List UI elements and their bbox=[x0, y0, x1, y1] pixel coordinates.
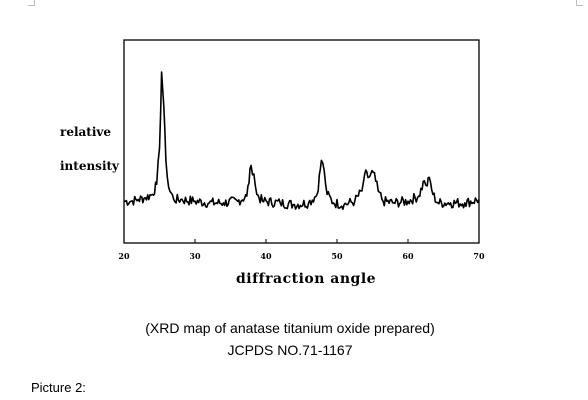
x-tick-label: 70 bbox=[473, 251, 485, 261]
x-tick-label: 20 bbox=[118, 251, 130, 261]
page-corner-mark-right bbox=[576, 0, 583, 6]
xrd-series-line bbox=[123, 71, 480, 210]
xrd-chart: 20 30 40 50 60 70 bbox=[118, 39, 485, 261]
y-axis-label-intensity: intensity bbox=[60, 159, 120, 173]
x-tick-label: 50 bbox=[331, 251, 343, 261]
picture-label: Picture 2: bbox=[31, 380, 86, 395]
figure-caption-title: (XRD map of anatase titanium oxide prepa… bbox=[145, 320, 435, 336]
x-axis-ticks: 20 30 40 50 60 70 bbox=[118, 239, 485, 261]
y-axis-label-relative: relative bbox=[60, 125, 111, 139]
x-tick-label: 60 bbox=[402, 251, 414, 261]
x-tick-label: 30 bbox=[189, 251, 201, 261]
page-corner-mark-left bbox=[28, 0, 35, 6]
x-axis-label: diffraction angle bbox=[236, 271, 377, 287]
figure-caption-reference: JCPDS NO.71-1167 bbox=[227, 342, 353, 358]
x-tick-label: 40 bbox=[260, 251, 272, 261]
plot-frame bbox=[123, 39, 480, 244]
